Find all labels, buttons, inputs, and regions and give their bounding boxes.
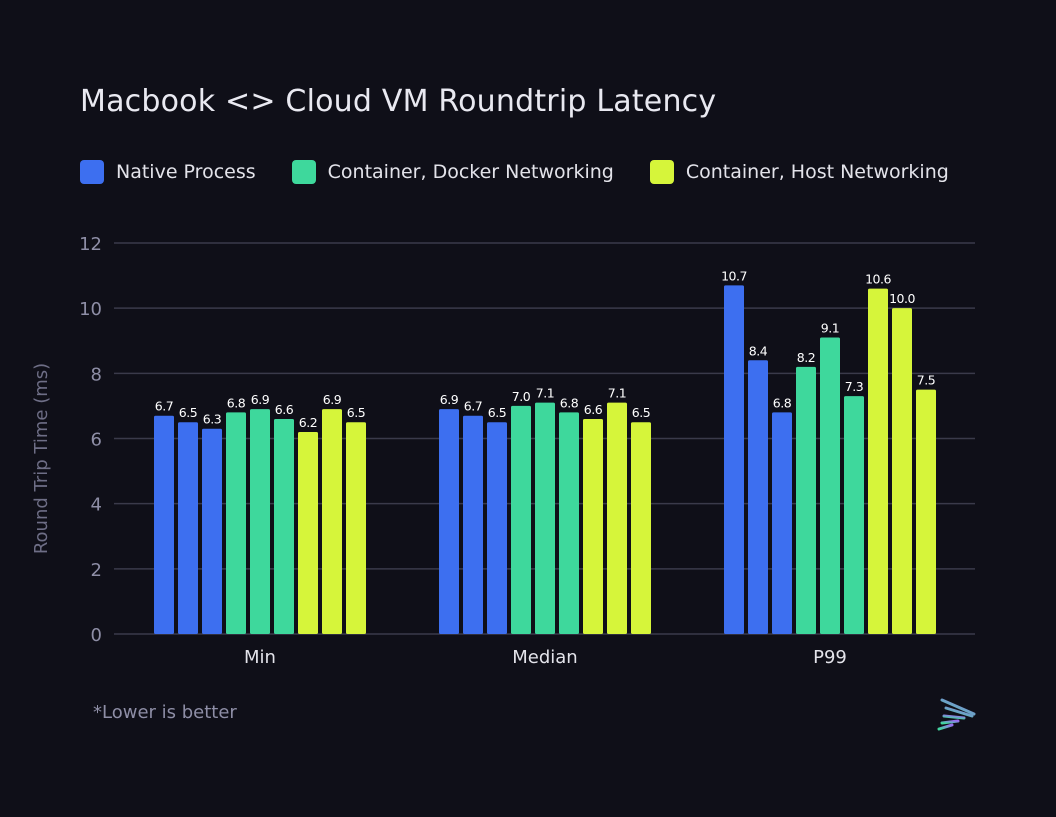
data-label-min-s1-2: 6.6 bbox=[275, 402, 294, 417]
data-label-min-s2-0: 6.2 bbox=[299, 415, 317, 430]
data-label-min-s2-2: 6.5 bbox=[347, 405, 365, 420]
data-label-p99-s2-2: 7.5 bbox=[917, 373, 935, 388]
x-tick-label-median: Median bbox=[512, 647, 577, 668]
data-label-median-s0-1: 6.7 bbox=[464, 399, 482, 414]
bar-median-s2-0 bbox=[583, 418, 603, 634]
legend-label-docker-networking: Container, Docker Networking bbox=[327, 161, 614, 183]
bar-min-s0-2 bbox=[202, 428, 222, 634]
bar-p99-s0-0 bbox=[724, 285, 744, 634]
bar-median-s0-0 bbox=[439, 409, 459, 634]
data-label-p99-s1-2: 7.3 bbox=[845, 379, 863, 394]
data-label-min-s2-1: 6.9 bbox=[323, 392, 342, 407]
data-label-median-s1-0: 7.0 bbox=[512, 389, 531, 404]
data-label-median-s1-2: 6.8 bbox=[560, 395, 579, 410]
bar-p99-s1-2 bbox=[844, 396, 864, 634]
data-label-median-s2-0: 6.6 bbox=[584, 402, 603, 417]
legend: Native Process Container, Docker Network… bbox=[80, 160, 985, 184]
legend-item-host-networking: Container, Host Networking bbox=[649, 160, 949, 184]
bar-min-s1-1 bbox=[250, 409, 270, 634]
bar-min-s2-2 bbox=[346, 422, 366, 634]
data-label-p99-s1-1: 9.1 bbox=[821, 320, 839, 335]
data-label-min-s1-0: 6.8 bbox=[227, 395, 246, 410]
bar-p99-s0-2 bbox=[772, 412, 792, 634]
bar-median-s2-2 bbox=[631, 422, 651, 634]
bar-min-s1-2 bbox=[274, 418, 294, 634]
data-label-p99-s2-0: 10.6 bbox=[865, 272, 891, 287]
chart-title: Macbook <> Cloud VM Roundtrip Latency bbox=[80, 84, 717, 119]
y-tick-label-0: 0 bbox=[91, 625, 102, 646]
data-label-min-s0-0: 6.7 bbox=[155, 399, 173, 414]
legend-swatch-docker-networking bbox=[291, 160, 316, 184]
data-label-min-s0-1: 6.5 bbox=[179, 405, 197, 420]
bar-p99-s2-1 bbox=[892, 308, 912, 634]
bar-min-s1-0 bbox=[226, 412, 246, 634]
legend-swatch-native-process bbox=[80, 160, 104, 184]
bar-p99-s0-1 bbox=[748, 360, 768, 634]
y-axis-label: Round Trip Time (ms) bbox=[31, 363, 52, 554]
bar-median-s0-2 bbox=[487, 422, 507, 634]
data-label-median-s2-1: 7.1 bbox=[608, 386, 626, 401]
legend-item-docker-networking: Container, Docker Networking bbox=[291, 160, 614, 184]
x-tick-label-p99: P99 bbox=[813, 647, 847, 668]
data-label-p99-s0-1: 8.4 bbox=[749, 343, 768, 358]
y-tick-label-2: 2 bbox=[91, 560, 102, 581]
legend-label-native-process: Native Process bbox=[116, 161, 256, 183]
legend-item-native-process: Native Process bbox=[80, 160, 256, 184]
bar-p99-s2-0 bbox=[868, 288, 888, 634]
bar-median-s1-1 bbox=[535, 402, 555, 634]
data-label-min-s0-2: 6.3 bbox=[203, 412, 221, 427]
data-label-min-s1-1: 6.9 bbox=[251, 392, 270, 407]
data-label-p99-s2-1: 10.0 bbox=[889, 291, 915, 306]
y-tick-label-10: 10 bbox=[79, 299, 102, 320]
x-tick-label-min: Min bbox=[244, 647, 276, 668]
legend-swatch-host-networking bbox=[649, 160, 674, 184]
footnote: *Lower is better bbox=[93, 702, 237, 723]
bar-p99-s1-1 bbox=[820, 337, 840, 634]
bar-median-s0-1 bbox=[463, 415, 483, 634]
data-label-median-s1-1: 7.1 bbox=[536, 386, 554, 401]
bar-median-s2-1 bbox=[607, 402, 627, 634]
bar-min-s2-0 bbox=[298, 431, 318, 634]
bar-median-s1-2 bbox=[559, 412, 579, 634]
y-tick-label-4: 4 bbox=[91, 495, 102, 516]
data-label-p99-s0-0: 10.7 bbox=[721, 268, 747, 283]
data-label-p99-s1-0: 8.2 bbox=[797, 350, 815, 365]
bar-p99-s2-2 bbox=[916, 389, 936, 634]
data-label-median-s0-2: 6.5 bbox=[488, 405, 506, 420]
bar-min-s2-1 bbox=[322, 409, 342, 634]
bar-median-s1-0 bbox=[511, 405, 531, 634]
y-tick-label-6: 6 bbox=[91, 430, 102, 451]
data-label-median-s0-0: 6.9 bbox=[440, 392, 459, 407]
data-label-median-s2-2: 6.5 bbox=[632, 405, 650, 420]
legend-label-host-networking: Container, Host Networking bbox=[685, 161, 949, 183]
y-tick-label-8: 8 bbox=[91, 364, 102, 385]
bar-min-s0-0 bbox=[154, 415, 174, 634]
data-label-p99-s0-2: 6.8 bbox=[773, 395, 792, 410]
brand-logo-icon bbox=[936, 698, 976, 731]
bar-p99-s1-0 bbox=[796, 366, 816, 634]
bar-min-s0-1 bbox=[178, 422, 198, 634]
y-tick-label-12: 12 bbox=[79, 234, 102, 255]
